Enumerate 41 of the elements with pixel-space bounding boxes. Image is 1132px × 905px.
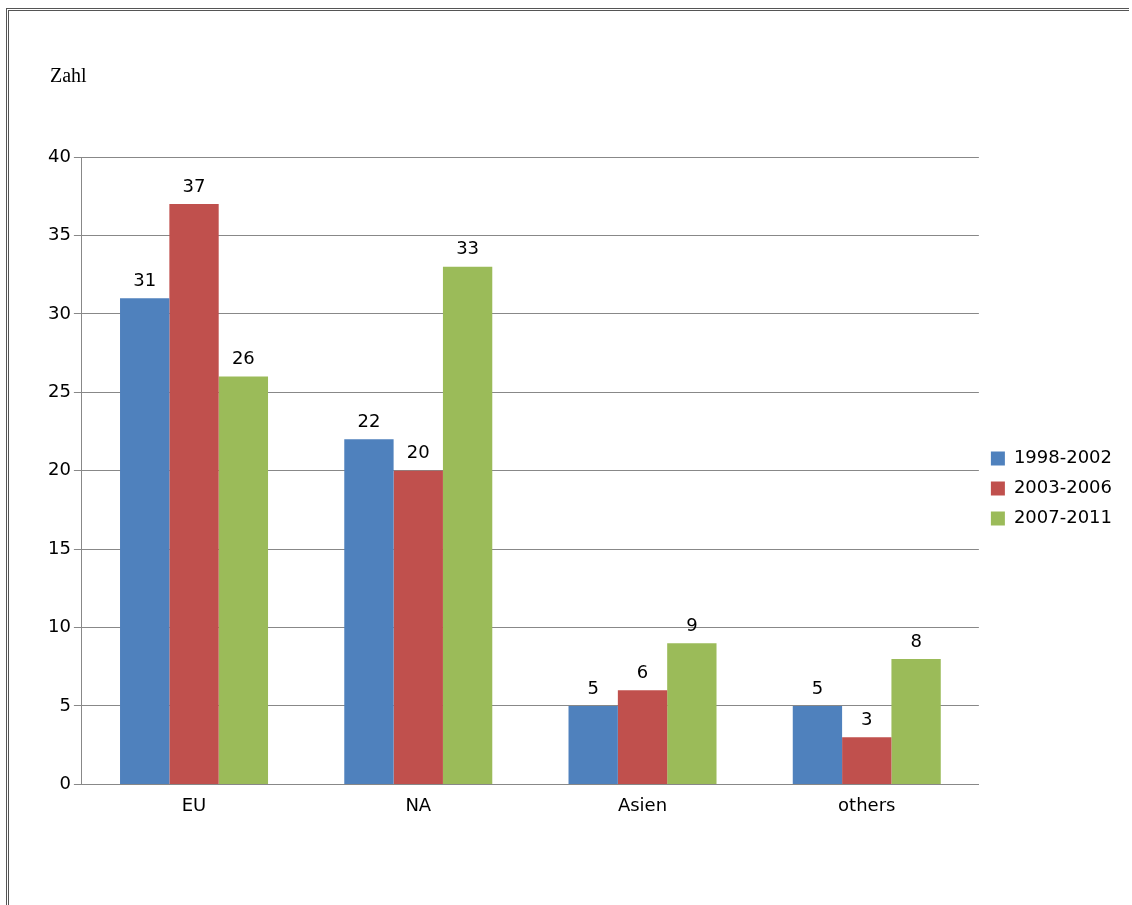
y-tick-label: 5	[59, 693, 71, 715]
data-label: 37	[182, 174, 206, 196]
bar	[218, 376, 269, 784]
bar	[667, 643, 717, 784]
data-label: 5	[587, 676, 599, 698]
y-tick-label: 20	[48, 458, 71, 480]
y-tick-label: 40	[48, 144, 71, 166]
legend-label: 1998-2002	[1013, 446, 1113, 468]
bar	[344, 439, 394, 784]
y-tick-label: 0	[59, 772, 71, 794]
data-label: 26	[231, 347, 255, 369]
data-label: 3	[861, 708, 873, 730]
bar	[169, 204, 219, 784]
bar	[617, 690, 668, 784]
data-label: 33	[456, 237, 480, 259]
y-tick-label: 10	[48, 615, 71, 637]
data-label: 20	[406, 441, 430, 463]
x-tick-label: others	[838, 793, 896, 815]
bar	[120, 298, 170, 784]
legend-label: 2003-2006	[1013, 476, 1113, 498]
data-label: 6	[636, 660, 649, 682]
data-label: 22	[357, 410, 381, 431]
bar	[842, 737, 892, 784]
data-label: 9	[686, 613, 698, 635]
data-label: 31	[133, 268, 157, 290]
bar	[568, 705, 618, 784]
x-tick-label: Asien	[617, 793, 668, 815]
bar	[891, 658, 941, 784]
legend-label: 2007-2011	[1013, 506, 1113, 528]
y-tick-label: 35	[48, 223, 71, 245]
data-label: 5	[811, 676, 824, 698]
y-tick-label: 25	[48, 379, 71, 401]
x-tick-label: NA	[405, 793, 432, 815]
bar	[393, 470, 443, 784]
y-tick-label: 30	[48, 301, 71, 323]
data-label: 8	[910, 629, 922, 651]
y-axis-title: Zahl	[50, 64, 87, 87]
x-tick-label: EU	[181, 793, 207, 815]
bar	[792, 705, 843, 784]
y-tick-label: 15	[48, 536, 71, 558]
bar	[442, 266, 493, 784]
